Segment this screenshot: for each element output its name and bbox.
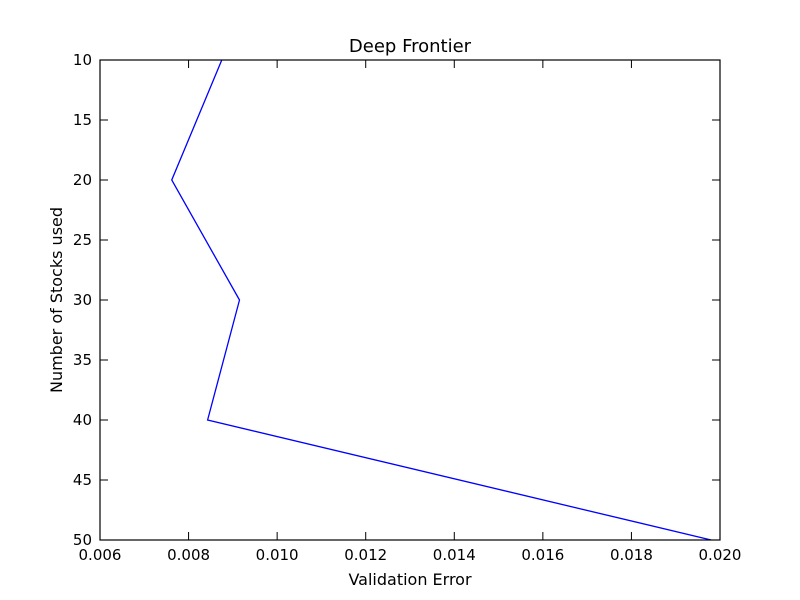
plot-area: 0.006 0.008 0.010 0.012 0.014 0.016 0.018 0.020… — [73, 51, 742, 564]
series-line — [171, 59, 712, 541]
y-tick-label: 20 — [73, 171, 92, 189]
y-tick-label: 10 — [73, 51, 92, 69]
y-tick-label: 50 — [73, 531, 92, 549]
x-tick-label: 0.016 — [521, 546, 564, 564]
x-tick-label: 0.020 — [699, 546, 742, 564]
y-tick-label: 45 — [73, 471, 92, 489]
x-tick-label: 0.014 — [433, 546, 476, 564]
x-tick-label: 0.012 — [344, 546, 387, 564]
x-tick-label: 0.010 — [256, 546, 299, 564]
x-axis-label: Validation Error — [348, 570, 472, 589]
x-tick-label: 0.008 — [167, 546, 210, 564]
x-tick-label: 0.006 — [79, 546, 122, 564]
y-tick-label: 30 — [73, 291, 92, 309]
y-tick-label: 35 — [73, 351, 92, 369]
y-axis-label: Number of Stocks used — [47, 207, 66, 393]
chart-title: Deep Frontier — [349, 36, 472, 57]
y-tick-label: 25 — [73, 231, 92, 249]
x-tick-label: 0.018 — [610, 546, 653, 564]
y-tick-label: 40 — [73, 411, 92, 429]
y-tick-label: 15 — [73, 111, 92, 129]
